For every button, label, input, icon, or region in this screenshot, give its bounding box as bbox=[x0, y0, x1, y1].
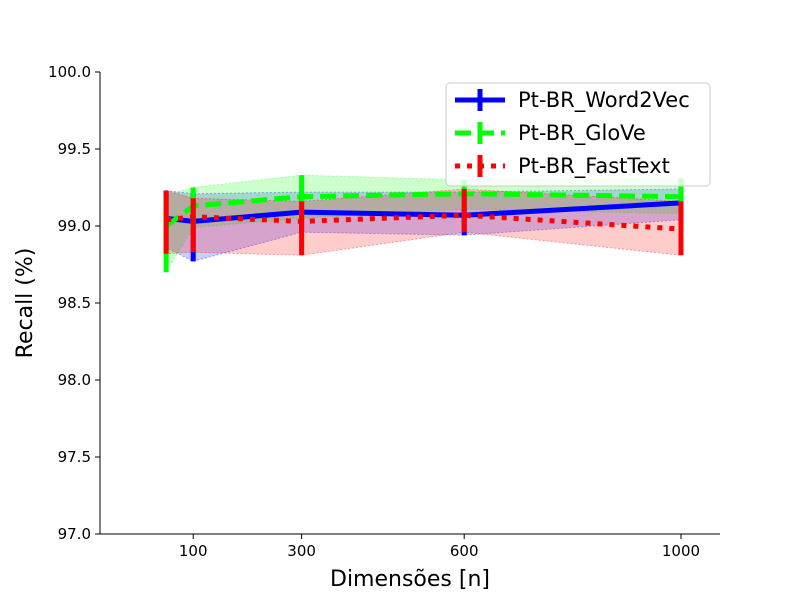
x-tick-label: 100 bbox=[179, 542, 208, 560]
legend-label-pt-br-word2vec: Pt-BR_Word2Vec bbox=[518, 88, 690, 113]
x-tick-label: 600 bbox=[450, 542, 479, 560]
legend-frame bbox=[445, 82, 711, 187]
confidence-bands bbox=[165, 174, 682, 274]
y-tick-label: 100.0 bbox=[48, 63, 91, 81]
y-tick-label: 98.5 bbox=[58, 294, 91, 312]
x-ticks: 100 300 600 1000 bbox=[179, 534, 700, 560]
y-tick-label: 99.5 bbox=[58, 140, 91, 158]
x-tick-label: 300 bbox=[287, 542, 316, 560]
legend: Pt-BR_Word2Vec Pt-BR_GloVe Pt-BR_FastText bbox=[445, 82, 711, 187]
x-axis-title: Dimensões [n] bbox=[330, 567, 490, 592]
error-bars bbox=[163, 175, 684, 273]
y-ticks: 97.0 97.5 98.0 98.5 99.0 99.5 100.0 bbox=[48, 63, 100, 543]
y-tick-label: 98.0 bbox=[58, 371, 91, 389]
y-tick-label: 99.0 bbox=[58, 217, 91, 235]
y-tick-label: 97.0 bbox=[58, 525, 91, 543]
legend-label-pt-br-glove: Pt-BR_GloVe bbox=[518, 121, 646, 146]
x-tick-label: 1000 bbox=[662, 542, 700, 560]
y-axis-title: Recall (%) bbox=[13, 248, 38, 359]
legend-label-pt-br-fasttext: Pt-BR_FastText bbox=[518, 154, 670, 179]
y-tick-label: 97.5 bbox=[58, 448, 91, 466]
